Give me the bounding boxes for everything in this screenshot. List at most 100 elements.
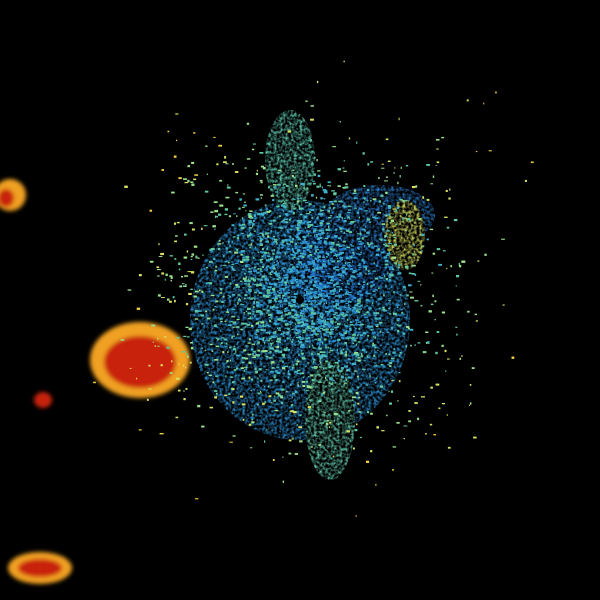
speckle bbox=[261, 285, 265, 287]
speckle bbox=[303, 238, 306, 241]
speckle bbox=[316, 259, 319, 262]
speckle bbox=[341, 317, 344, 319]
speckle bbox=[224, 213, 228, 216]
speckle bbox=[186, 250, 189, 253]
speckle bbox=[319, 259, 321, 262]
speckle bbox=[353, 275, 355, 278]
speckle bbox=[256, 304, 260, 307]
speckle bbox=[358, 332, 360, 335]
speckle bbox=[370, 200, 372, 202]
speckle bbox=[389, 361, 393, 365]
speckle bbox=[330, 308, 332, 310]
speckle bbox=[191, 161, 195, 164]
speckle bbox=[275, 309, 280, 312]
speckle bbox=[303, 322, 304, 325]
speckle bbox=[156, 266, 160, 269]
speckle bbox=[246, 264, 250, 266]
speckle bbox=[376, 323, 379, 326]
speckle bbox=[305, 310, 309, 312]
speckle bbox=[309, 211, 312, 213]
speckle bbox=[315, 251, 317, 253]
speckle bbox=[318, 325, 322, 328]
speckle bbox=[377, 303, 380, 305]
speckle bbox=[352, 253, 355, 255]
speckle bbox=[402, 286, 406, 289]
speckle bbox=[325, 310, 329, 313]
speckle bbox=[136, 307, 141, 310]
speckle bbox=[275, 346, 277, 348]
speckle bbox=[278, 393, 281, 397]
speckle bbox=[298, 426, 303, 429]
speckle bbox=[265, 282, 268, 285]
speckle bbox=[292, 241, 294, 244]
speckle bbox=[224, 260, 228, 263]
speckle bbox=[272, 331, 276, 335]
speckle bbox=[295, 311, 300, 313]
speckle bbox=[349, 327, 352, 330]
speckle bbox=[287, 328, 290, 330]
speckle bbox=[279, 252, 282, 254]
speckle bbox=[291, 282, 295, 284]
speckle bbox=[353, 372, 355, 376]
speckle bbox=[314, 326, 318, 328]
speckle bbox=[289, 271, 293, 274]
speckle bbox=[270, 292, 273, 294]
speckle bbox=[291, 308, 296, 312]
speckle bbox=[283, 332, 285, 334]
speckle bbox=[366, 305, 368, 307]
speckle bbox=[260, 165, 264, 168]
speckle bbox=[384, 239, 387, 242]
speckle bbox=[382, 306, 385, 309]
speckle bbox=[348, 390, 353, 393]
speckle bbox=[330, 278, 333, 281]
speckle bbox=[317, 237, 320, 239]
speckle bbox=[327, 335, 330, 338]
speckle bbox=[310, 295, 313, 298]
speckle bbox=[366, 292, 370, 295]
speckle bbox=[326, 222, 331, 224]
speckle bbox=[351, 396, 356, 399]
speckle bbox=[341, 283, 343, 285]
speckle bbox=[357, 386, 360, 389]
speckle bbox=[259, 368, 262, 371]
speckle bbox=[332, 374, 334, 377]
speckle bbox=[272, 267, 276, 270]
speckle bbox=[301, 302, 304, 304]
speckle bbox=[384, 256, 387, 259]
speckle bbox=[241, 322, 245, 325]
speckle bbox=[260, 391, 262, 394]
speckle bbox=[307, 292, 311, 294]
speckle bbox=[356, 303, 361, 305]
speckle bbox=[329, 335, 332, 337]
speckle bbox=[297, 229, 300, 232]
speckle bbox=[243, 312, 246, 314]
speckle bbox=[306, 287, 309, 289]
speckle bbox=[273, 374, 277, 376]
speckle bbox=[308, 255, 310, 257]
speckle bbox=[311, 320, 313, 323]
speckle bbox=[296, 238, 299, 240]
speckle bbox=[305, 337, 308, 340]
speckle bbox=[274, 297, 278, 300]
speckle bbox=[374, 382, 377, 384]
speckle bbox=[397, 181, 399, 185]
speckle bbox=[282, 209, 284, 211]
speckle bbox=[317, 330, 322, 333]
speckle bbox=[201, 347, 203, 349]
speckle bbox=[229, 359, 232, 362]
speckle bbox=[183, 178, 187, 180]
speckle bbox=[376, 426, 379, 429]
speckle bbox=[276, 278, 279, 281]
speckle bbox=[344, 272, 347, 275]
speckle bbox=[403, 438, 405, 440]
speckle bbox=[229, 244, 231, 248]
speckle bbox=[243, 204, 247, 207]
speckle bbox=[367, 163, 370, 166]
speckle bbox=[331, 249, 335, 252]
speckle bbox=[318, 277, 320, 280]
speckle bbox=[345, 302, 349, 305]
speckle bbox=[240, 395, 244, 398]
speckle bbox=[244, 167, 247, 169]
speckle bbox=[248, 215, 253, 218]
speckle bbox=[282, 297, 284, 299]
